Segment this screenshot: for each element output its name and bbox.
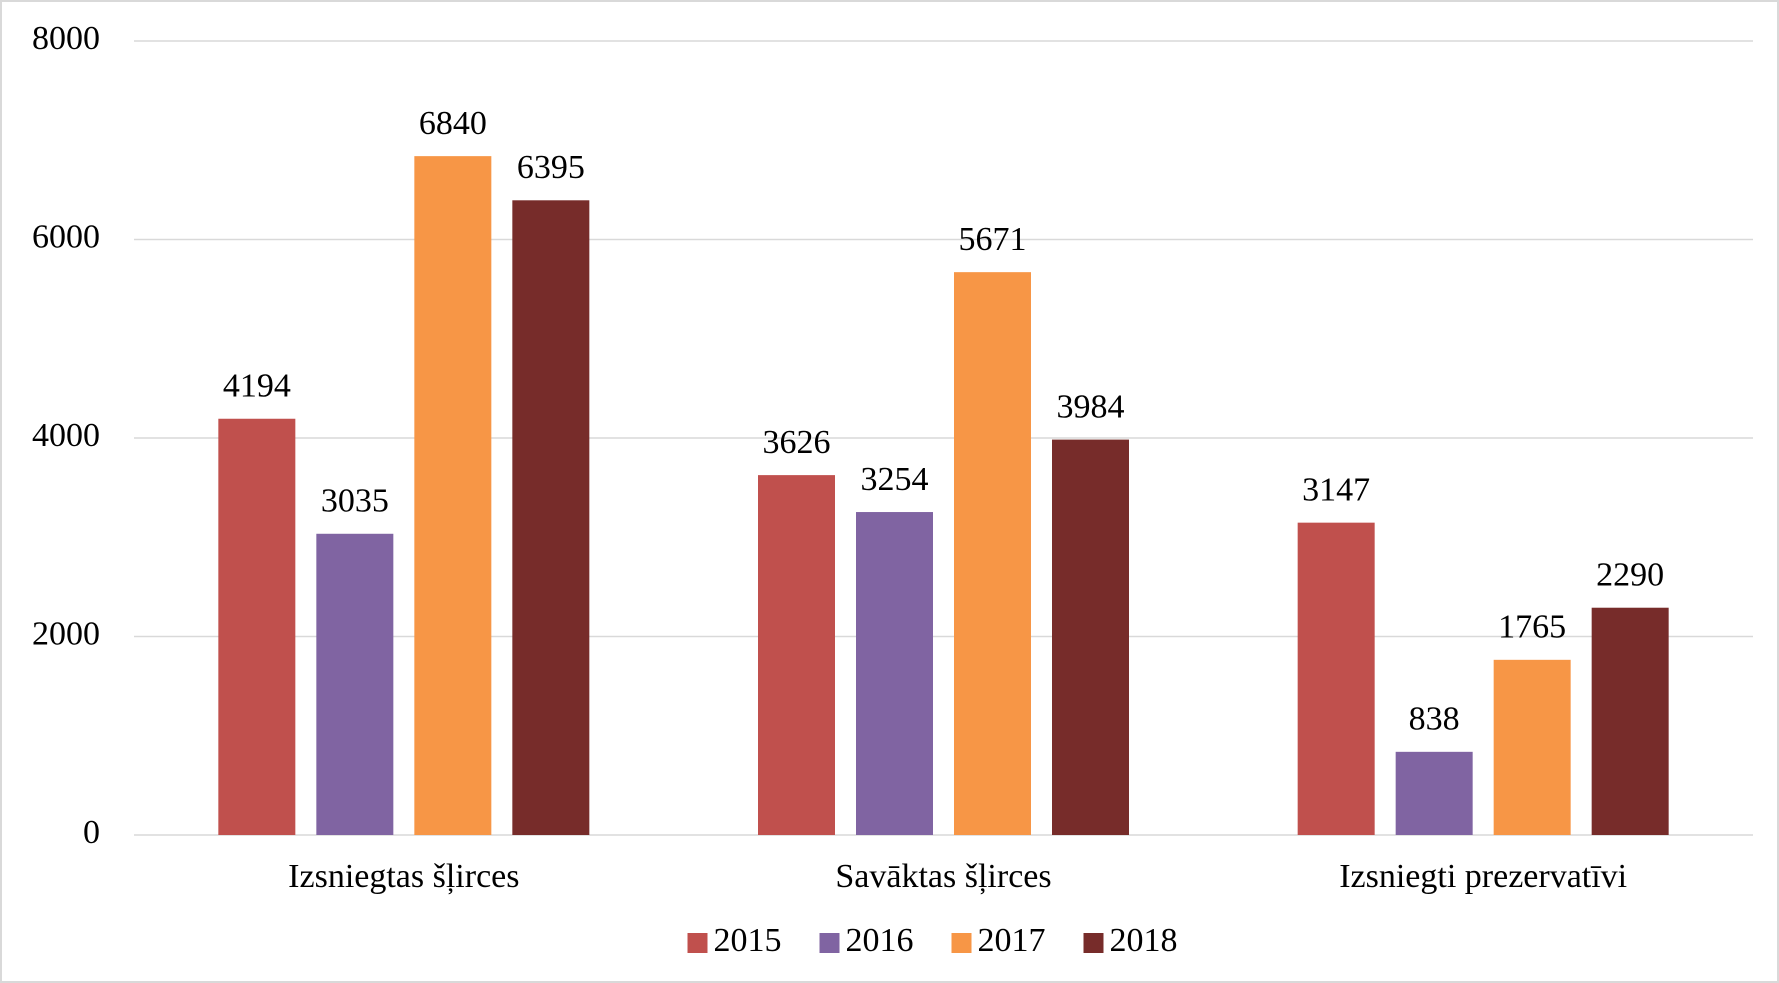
legend-label: 2017 bbox=[978, 922, 1046, 959]
bar bbox=[856, 512, 933, 835]
legend-swatch bbox=[1083, 933, 1104, 953]
legend-label: 2015 bbox=[714, 922, 782, 959]
bar bbox=[512, 200, 590, 835]
legend-label: 2016 bbox=[846, 922, 914, 959]
bar bbox=[316, 533, 394, 835]
bar bbox=[1395, 751, 1473, 835]
data-label: 5671 bbox=[959, 221, 1027, 258]
data-label: 3035 bbox=[321, 483, 389, 520]
legend-swatch bbox=[687, 933, 708, 953]
data-label: 3626 bbox=[763, 424, 831, 461]
legend-swatch bbox=[819, 933, 840, 953]
data-label: 4194 bbox=[223, 368, 291, 405]
data-label: 838 bbox=[1409, 701, 1460, 738]
data-label: 6840 bbox=[419, 105, 487, 142]
y-tick-label: 2000 bbox=[32, 615, 100, 652]
bar bbox=[218, 418, 296, 835]
bar bbox=[1493, 659, 1571, 835]
y-tick-label: 0 bbox=[83, 814, 100, 851]
data-label: 6395 bbox=[517, 149, 585, 186]
bar bbox=[1591, 607, 1669, 835]
data-label: 2290 bbox=[1596, 557, 1664, 594]
bar bbox=[1297, 522, 1375, 835]
x-tick-label: Izsniegti prezervatīvi bbox=[1339, 858, 1627, 895]
x-tick-label: Izsniegtas šļirces bbox=[288, 858, 519, 895]
bar bbox=[1052, 439, 1129, 835]
y-tick-label: 6000 bbox=[32, 218, 100, 255]
bar bbox=[414, 156, 492, 835]
data-label: 3254 bbox=[861, 461, 929, 498]
data-label: 3147 bbox=[1302, 471, 1370, 508]
bar bbox=[758, 475, 835, 835]
legend-label: 2018 bbox=[1110, 922, 1178, 959]
data-label: 3984 bbox=[1057, 388, 1125, 425]
y-tick-label: 4000 bbox=[32, 417, 100, 454]
data-label: 1765 bbox=[1498, 609, 1566, 646]
bar bbox=[954, 272, 1031, 835]
x-tick-label: Savāktas šļirces bbox=[835, 858, 1051, 895]
y-tick-label: 8000 bbox=[32, 20, 100, 57]
legend-swatch bbox=[951, 933, 972, 953]
